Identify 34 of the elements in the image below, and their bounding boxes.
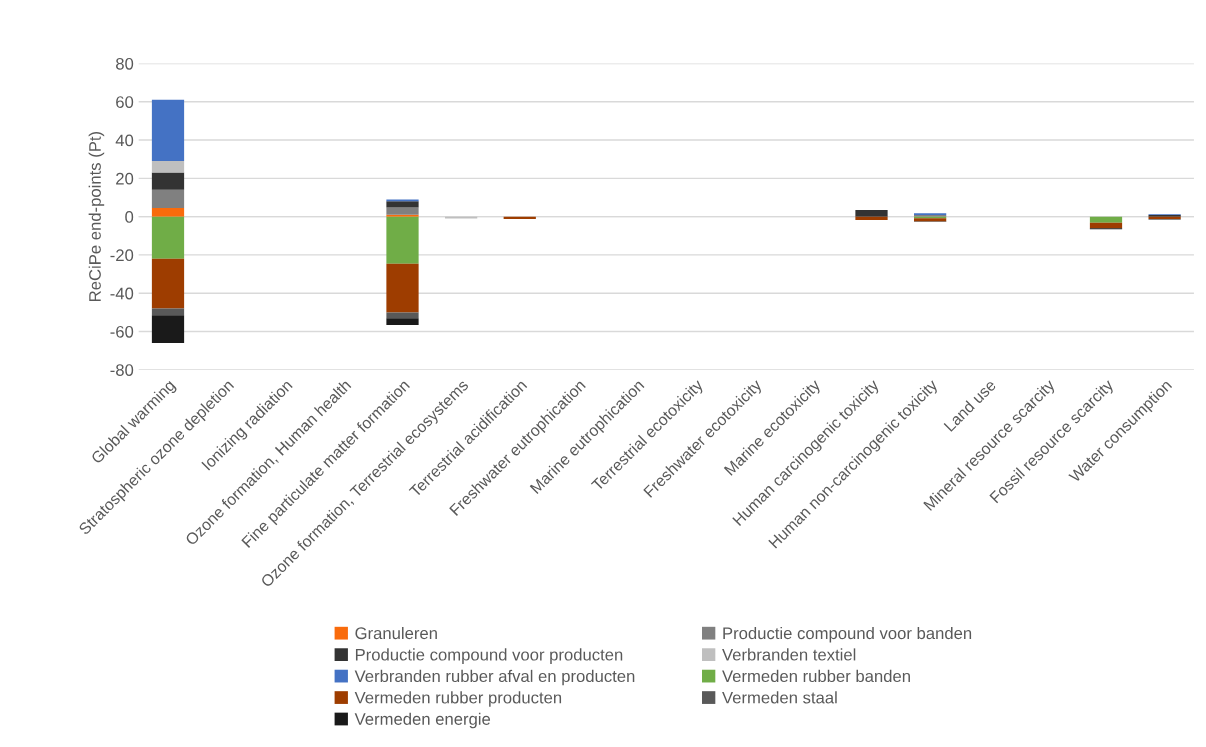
y-tick-label: 80	[116, 57, 134, 70]
y-tick-label: 0	[125, 211, 134, 223]
y-tick-label: 40	[115, 134, 134, 147]
y-axis-title: ReCiPe end-points (Pt)	[88, 131, 105, 301]
y-tick-label: -40	[110, 287, 134, 300]
bar	[151, 258, 185, 309]
bar	[151, 99, 185, 162]
y-tick-label: -20	[110, 249, 134, 262]
bar	[386, 216, 419, 264]
bar	[386, 263, 419, 313]
legend-label: Vermeden staal	[722, 691, 837, 704]
bar	[151, 161, 185, 173]
bar	[151, 208, 185, 217]
bar	[151, 189, 185, 209]
legend-label: Productie compound voor producten	[355, 648, 623, 664]
bar	[386, 207, 419, 215]
bar	[151, 172, 185, 190]
legend-label: Verbranden rubber afval en producten	[354, 669, 635, 686]
legend-label: Vermeden rubber producten	[354, 691, 562, 707]
y-tick-label: 20	[116, 172, 134, 185]
y-tick-label: -80	[110, 364, 134, 376]
y-tick-label: -60	[110, 325, 134, 338]
legend-label: Granuleren	[355, 626, 437, 640]
bar	[855, 209, 888, 217]
legend-label: Verbranden textiel	[722, 648, 856, 661]
y-tick-label: 60	[116, 96, 134, 108]
bar	[151, 216, 185, 259]
bar	[151, 315, 185, 343]
legend-label: Productie compound voor banden	[723, 626, 972, 643]
bar	[386, 201, 419, 208]
legend-label: Vermeden energie	[354, 712, 491, 729]
legend-label: Vermeden rubber banden	[722, 669, 910, 683]
bar	[386, 318, 419, 325]
bar	[1089, 216, 1123, 223]
